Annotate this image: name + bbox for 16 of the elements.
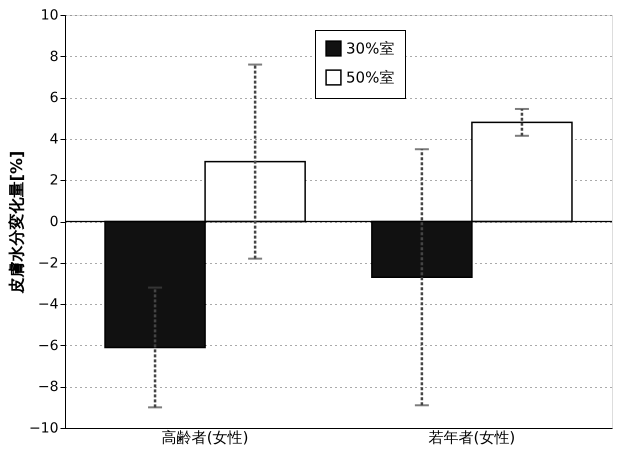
- y-tick-label: −6: [38, 338, 59, 354]
- y-tick-label: 10: [40, 8, 58, 24]
- y-tick-label: −2: [38, 255, 58, 272]
- y-tick-label: 2: [50, 172, 58, 189]
- y-tick-label: 6: [50, 90, 59, 106]
- y-tick-label: −10: [28, 420, 58, 436]
- x-tick-label: 高齢者(女性): [162, 428, 248, 446]
- y-tick-label: −8: [38, 379, 58, 396]
- y-tick-label: 8: [50, 48, 58, 65]
- y-tick-label: 4: [50, 131, 59, 148]
- legend-label: 50%室: [346, 68, 394, 86]
- y-axis-title: 皮膚水分変化量[%]: [6, 150, 26, 294]
- y-tick-label: −4: [38, 296, 59, 313]
- y-tick-label: 0: [50, 214, 58, 230]
- legend-label: 30%室: [346, 40, 394, 58]
- x-tick-label: 若年者(女性): [428, 428, 516, 446]
